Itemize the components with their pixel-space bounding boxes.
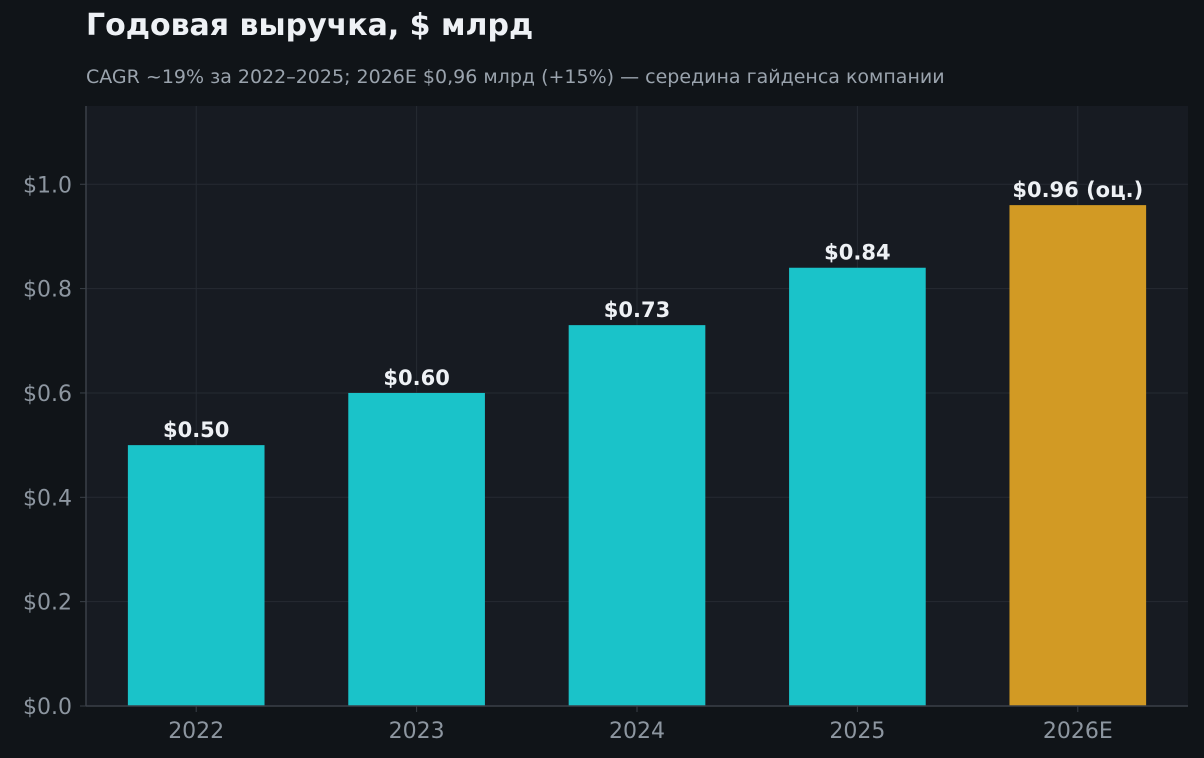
y-tick-label: $0.2 (23, 591, 72, 616)
x-tick-label: 2026E (1043, 719, 1113, 744)
bar (348, 392, 485, 706)
bar (1009, 205, 1147, 706)
y-tick-label: $0.6 (23, 382, 72, 407)
chart-title: Годовая выручка, $ млрд (86, 8, 534, 43)
bar-value-label: $0.73 (604, 298, 670, 322)
bar-value-label: $0.60 (383, 366, 449, 390)
chart-subtitle: CAGR ~19% за 2022–2025; 2026E $0,96 млрд… (86, 66, 945, 88)
bar-value-label: $0.84 (824, 241, 890, 265)
x-tick-label: 2022 (168, 719, 224, 744)
bar (127, 445, 265, 706)
x-tick-label: 2024 (609, 719, 665, 744)
y-tick-label: $0.0 (23, 695, 72, 720)
y-tick-label: $0.4 (23, 486, 72, 511)
x-tick-label: 2023 (389, 719, 445, 744)
bar-value-label: $0.50 (163, 418, 229, 442)
bar-value-label: $0.96 (оц.) (1012, 178, 1143, 202)
y-tick-label: $1.0 (23, 173, 72, 198)
x-tick-label: 2025 (829, 719, 885, 744)
bar (789, 267, 926, 706)
bar (568, 325, 706, 706)
y-tick-label: $0.8 (23, 278, 72, 303)
